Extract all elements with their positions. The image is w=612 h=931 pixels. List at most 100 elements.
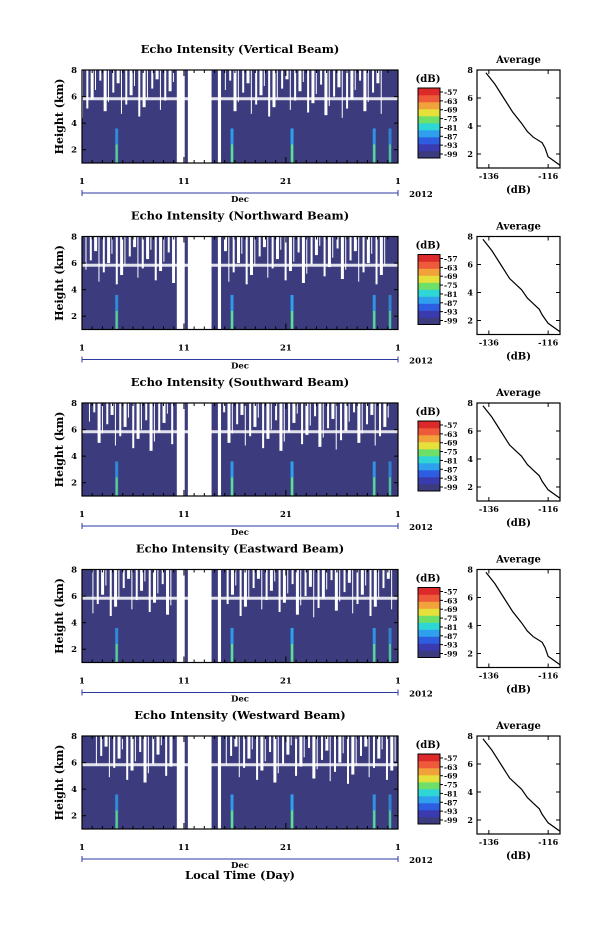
- sparse-echo-gap: [138, 70, 141, 117]
- sparse-echo-gap: [387, 403, 389, 418]
- colorbar-tick-label: -81: [444, 290, 458, 299]
- sparse-echo-gap: [275, 236, 279, 260]
- sparse-echo-gap: [258, 236, 261, 257]
- colorbar-tick-label: -81: [444, 789, 458, 798]
- profile-x-tick-label: -136: [479, 837, 499, 847]
- sparse-echo-gap: [391, 569, 393, 610]
- colorbar-frame: [417, 87, 441, 159]
- colorbar-tick-label: -99: [444, 150, 458, 159]
- sparse-echo-gap: [301, 403, 304, 445]
- sparse-echo-gap: [265, 569, 268, 601]
- sparse-echo-gap: [273, 736, 277, 783]
- sparse-echo-gap: [116, 70, 120, 84]
- sparse-echo-gap: [239, 569, 242, 616]
- sparse-echo-gap: [255, 70, 258, 105]
- colorbar-tick-label: -75: [444, 281, 458, 290]
- data-gap: [187, 569, 212, 663]
- profile-x-label: (dB): [506, 185, 531, 196]
- sparse-echo-gap: [276, 70, 278, 98]
- sparse-echo-gap: [140, 569, 144, 591]
- panel-title: Echo Intensity (Southward Beam): [131, 375, 349, 389]
- colorbar-swatch: [418, 470, 440, 478]
- y-tick-label: 8: [71, 732, 77, 742]
- colorbar-tick-label: -81: [444, 623, 458, 632]
- sparse-echo-gap: [170, 569, 172, 606]
- sparse-echo-gap: [128, 236, 131, 257]
- sparse-echo-gap: [151, 70, 154, 89]
- sparse-echo-gap: [248, 569, 250, 598]
- sparse-echo-gap: [346, 736, 349, 784]
- echo-streak-core: [373, 643, 376, 663]
- colorbar-swatch: [418, 123, 440, 131]
- sparse-echo-gap: [333, 70, 336, 97]
- sparse-echo-gap: [225, 736, 227, 766]
- y-tick-label: 4: [71, 452, 77, 462]
- sparse-echo-gap: [114, 403, 116, 446]
- data-gap: [187, 736, 212, 829]
- profile-line: [485, 72, 561, 166]
- sparse-echo-gap: [363, 70, 367, 112]
- sparse-echo-gap: [94, 70, 96, 90]
- sparse-echo-gap: [148, 569, 151, 613]
- sparse-echo-gap: [269, 736, 272, 752]
- colorbar-tick-label: -87: [444, 798, 458, 807]
- sparse-echo-gap: [161, 569, 164, 585]
- sparse-echo-gap: [146, 236, 150, 260]
- profile-line: [482, 405, 561, 499]
- profile-line: [482, 238, 561, 333]
- sparse-echo-gap: [316, 736, 318, 770]
- colorbar-swatch: [418, 643, 440, 651]
- data-gap: [217, 569, 222, 663]
- colorbar-swatch: [418, 88, 440, 96]
- sparse-echo-gap: [121, 736, 123, 750]
- sparse-echo-gap: [326, 569, 328, 590]
- y-axis-label: Height (km): [53, 745, 66, 821]
- sparse-echo-gap: [289, 70, 291, 110]
- sparse-echo-gap: [113, 736, 116, 768]
- sparse-echo-gap: [141, 236, 144, 269]
- sparse-echo-gap: [308, 736, 311, 748]
- colorbar-swatch: [418, 650, 440, 658]
- colorbar-tick-label: -87: [444, 465, 458, 474]
- sparse-echo-gap: [153, 569, 157, 603]
- sparse-echo-gap: [284, 236, 287, 281]
- y-axis-label: Height (km): [53, 245, 66, 321]
- profile-title: Average: [495, 721, 541, 732]
- sparse-echo-gap: [364, 736, 368, 747]
- sparse-echo-gap: [329, 736, 331, 782]
- data-gap: [187, 236, 212, 330]
- sparse-echo-gap: [372, 70, 375, 93]
- profile-frame: [476, 402, 561, 502]
- sparse-echo-gap: [307, 70, 310, 113]
- sparse-echo-gap: [327, 236, 331, 268]
- colorbar-swatch: [418, 629, 440, 637]
- heatmap-frame: [81, 69, 399, 164]
- colorbar-swatch: [418, 594, 440, 602]
- sparse-echo-gap: [127, 569, 131, 579]
- sparse-echo-gap: [385, 736, 388, 780]
- x-tick-label: 21: [280, 344, 292, 354]
- colorbar-tick-label: -99: [444, 816, 458, 825]
- sparse-echo-gap: [249, 236, 253, 276]
- sparse-echo-gap: [376, 70, 380, 84]
- profile-title: Average: [495, 222, 541, 233]
- sparse-echo-gap: [332, 236, 334, 258]
- echo-streak-core: [291, 643, 294, 663]
- sparse-echo-gap: [268, 70, 271, 117]
- colorbar-swatch: [418, 477, 440, 485]
- profile-y-tick-label: 6: [467, 93, 473, 103]
- y-tick-label: 2: [71, 312, 77, 322]
- profile-x-tick-label: -136: [479, 504, 499, 514]
- profile-frame: [476, 235, 561, 336]
- sparse-echo-gap: [318, 403, 322, 447]
- sparse-echo-gap: [94, 236, 98, 252]
- x-tick-label: 11: [178, 843, 190, 853]
- y-tick-label: 2: [71, 645, 77, 655]
- sparse-echo-gap: [257, 403, 259, 418]
- sparse-echo-gap: [336, 236, 339, 249]
- echo-streak-core: [115, 144, 118, 163]
- x-axis-label: Local Time (Day): [185, 868, 295, 882]
- sparse-echo-gap: [140, 403, 142, 430]
- y-tick-label: 2: [71, 146, 77, 156]
- sparse-echo-gap: [269, 569, 273, 591]
